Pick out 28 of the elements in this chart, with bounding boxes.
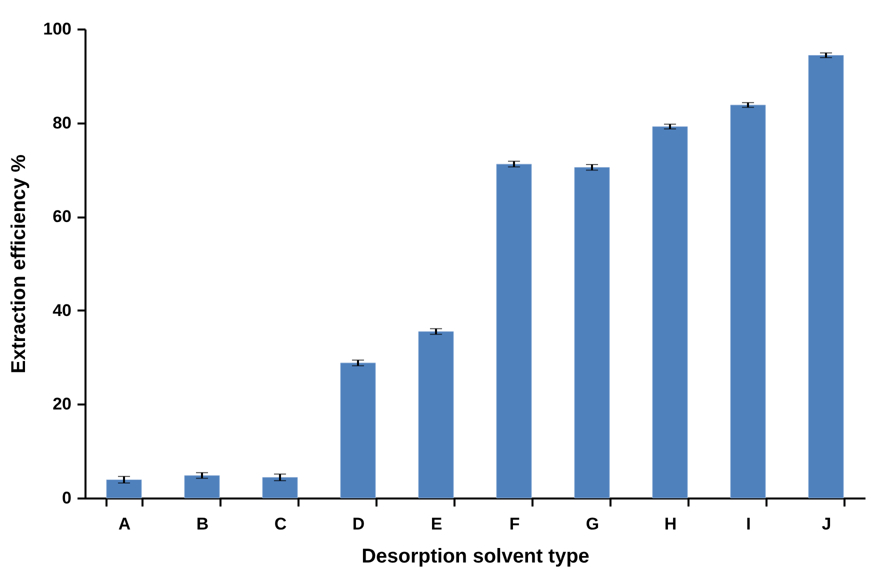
x-tick-label: A	[118, 514, 131, 534]
bar	[418, 331, 454, 498]
x-tick-label: I	[746, 514, 751, 534]
bar	[496, 164, 532, 498]
x-tick-label: J	[822, 514, 832, 534]
x-tick-label: B	[196, 514, 209, 534]
x-axis-title: Desorption solvent type	[362, 546, 590, 568]
x-tick-label: C	[274, 514, 287, 534]
y-tick-label: 0	[62, 488, 72, 508]
bar	[184, 475, 220, 498]
bar	[730, 104, 766, 498]
y-tick-label: 100	[43, 20, 72, 38]
bar	[262, 477, 298, 498]
x-tick-label: H	[664, 514, 677, 534]
bar	[106, 479, 142, 498]
x-tick-label: G	[586, 514, 600, 534]
y-tick-label: 60	[52, 207, 72, 226]
y-tick-label: 80	[52, 113, 72, 132]
bar	[340, 362, 376, 498]
x-tick-label: E	[430, 514, 442, 534]
x-tick-label: F	[509, 514, 520, 534]
y-tick-label: 20	[52, 394, 72, 414]
x-tick-label: D	[352, 514, 365, 534]
bar	[652, 126, 688, 498]
bar	[808, 55, 844, 498]
y-tick-label: 40	[52, 300, 72, 320]
bar	[574, 167, 610, 498]
y-axis-title: Extraction efficiency %	[8, 154, 30, 374]
